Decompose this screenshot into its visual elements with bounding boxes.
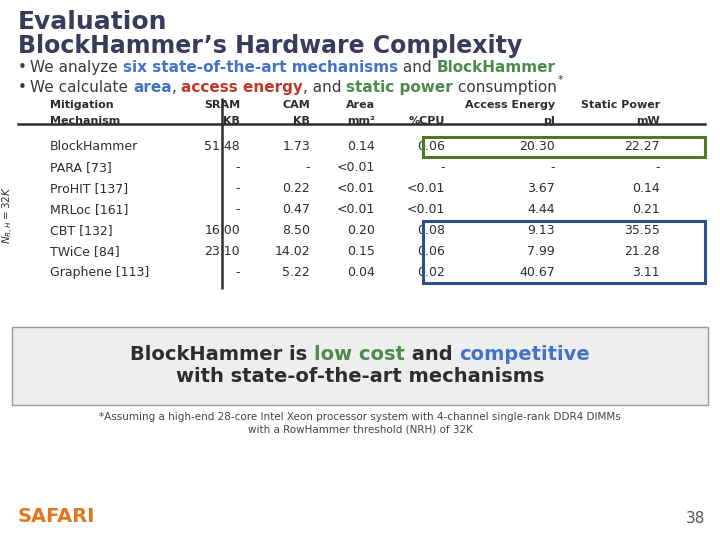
Text: MRLoc [161]: MRLoc [161] (50, 203, 128, 216)
Text: six state-of-the-art mechanisms: six state-of-the-art mechanisms (122, 60, 397, 75)
Text: ProHIT [137]: ProHIT [137] (50, 182, 128, 195)
Text: -: - (655, 161, 660, 174)
Text: 35.55: 35.55 (624, 224, 660, 237)
Text: area: area (133, 80, 171, 95)
Text: TWiCe [84]: TWiCe [84] (50, 245, 120, 258)
Text: BlockHammer: BlockHammer (50, 140, 138, 153)
Text: SRAM: SRAM (204, 100, 240, 110)
Text: BlockHammer’s Hardware Complexity: BlockHammer’s Hardware Complexity (18, 34, 522, 58)
Text: 0.06: 0.06 (417, 245, 445, 258)
Text: mm²: mm² (347, 116, 375, 126)
Text: pJ: pJ (543, 116, 555, 126)
Text: 0.20: 0.20 (347, 224, 375, 237)
Text: 21.28: 21.28 (624, 245, 660, 258)
Text: *Assuming a high-end 28-core Intel Xeon processor system with 4-channel single-r: *Assuming a high-end 28-core Intel Xeon … (99, 412, 621, 422)
Text: 0.08: 0.08 (417, 224, 445, 237)
Text: CAM: CAM (282, 100, 310, 110)
Text: 40.67: 40.67 (519, 266, 555, 279)
Text: CBT [132]: CBT [132] (50, 224, 112, 237)
Text: 1.73: 1.73 (282, 140, 310, 153)
Text: BlockHammer: BlockHammer (436, 60, 555, 75)
Text: -: - (235, 266, 240, 279)
Text: 51.48: 51.48 (204, 140, 240, 153)
Text: competitive: competitive (459, 345, 590, 364)
Text: 3.11: 3.11 (632, 266, 660, 279)
Text: <0.01: <0.01 (337, 161, 375, 174)
Text: We calculate: We calculate (30, 80, 133, 95)
Bar (423, 137, 705, 157)
Text: Static Power: Static Power (581, 100, 660, 110)
Text: BlockHammer is: BlockHammer is (130, 345, 314, 364)
Text: and: and (397, 60, 436, 75)
Text: -: - (551, 161, 555, 174)
Text: 16.00: 16.00 (204, 224, 240, 237)
Text: -: - (235, 203, 240, 216)
Text: 38: 38 (685, 511, 705, 526)
Text: Graphene [113]: Graphene [113] (50, 266, 149, 279)
Text: -: - (441, 161, 445, 174)
Text: -: - (305, 161, 310, 174)
Text: <0.01: <0.01 (337, 203, 375, 216)
Text: 0.14: 0.14 (347, 140, 375, 153)
Text: <0.01: <0.01 (407, 182, 445, 195)
Text: consumption: consumption (454, 80, 557, 95)
Text: 20.30: 20.30 (519, 140, 555, 153)
Text: 9.13: 9.13 (527, 224, 555, 237)
Text: -: - (235, 161, 240, 174)
Text: <0.01: <0.01 (407, 203, 445, 216)
Text: low cost: low cost (314, 345, 405, 364)
Text: , and: , and (303, 80, 346, 95)
Text: 7.99: 7.99 (527, 245, 555, 258)
Text: 5.22: 5.22 (282, 266, 310, 279)
Text: KB: KB (223, 116, 240, 126)
Text: •: • (18, 60, 27, 75)
Text: %CPU: %CPU (409, 116, 445, 126)
Text: with a RowHammer threshold (NRH) of 32K: with a RowHammer threshold (NRH) of 32K (248, 424, 472, 434)
Text: $N_{R,H}=32K$: $N_{R,H}=32K$ (1, 187, 16, 245)
Text: We analyze: We analyze (30, 60, 122, 75)
Text: 0.02: 0.02 (417, 266, 445, 279)
Text: <0.01: <0.01 (337, 182, 375, 195)
Text: 14.02: 14.02 (274, 245, 310, 258)
Text: ,: , (171, 80, 181, 95)
Text: Evaluation: Evaluation (18, 10, 168, 34)
Text: mW: mW (636, 116, 660, 126)
Text: 8.50: 8.50 (282, 224, 310, 237)
Text: Area: Area (346, 100, 375, 110)
Text: 0.14: 0.14 (632, 182, 660, 195)
Text: -: - (235, 182, 240, 195)
Text: 0.15: 0.15 (347, 245, 375, 258)
Text: 23.10: 23.10 (204, 245, 240, 258)
Text: with state-of-the-art mechanisms: with state-of-the-art mechanisms (176, 367, 544, 386)
Text: 0.47: 0.47 (282, 203, 310, 216)
Text: Mitigation: Mitigation (50, 100, 114, 110)
Bar (12, 327, 708, 405)
Text: 0.06: 0.06 (417, 140, 445, 153)
Bar (423, 221, 705, 283)
Text: Mechanism: Mechanism (50, 116, 120, 126)
Text: and: and (405, 345, 459, 364)
Text: 4.44: 4.44 (527, 203, 555, 216)
Text: access energy: access energy (181, 80, 303, 95)
Text: KB: KB (293, 116, 310, 126)
Text: SAFARI: SAFARI (18, 507, 95, 526)
Text: 0.04: 0.04 (347, 266, 375, 279)
Text: 22.27: 22.27 (624, 140, 660, 153)
Text: •: • (18, 80, 27, 95)
Text: *: * (557, 75, 563, 85)
Text: Access Energy: Access Energy (465, 100, 555, 110)
Text: PARA [73]: PARA [73] (50, 161, 112, 174)
Text: 0.22: 0.22 (282, 182, 310, 195)
Text: static power: static power (346, 80, 454, 95)
Text: 3.67: 3.67 (527, 182, 555, 195)
Text: 0.21: 0.21 (632, 203, 660, 216)
